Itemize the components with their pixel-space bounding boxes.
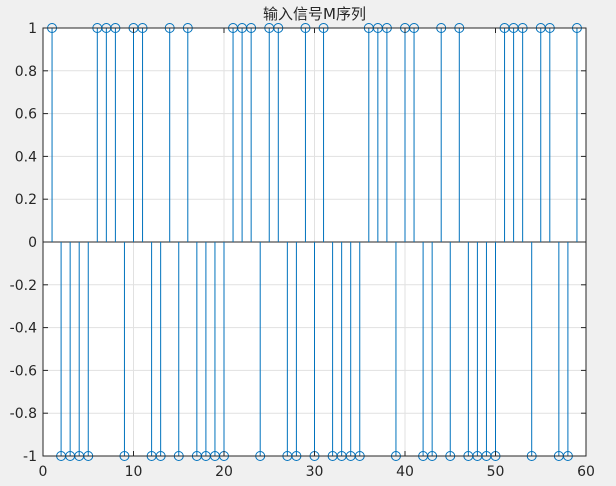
y-tick-label: -1	[23, 449, 37, 465]
y-tick-label: -0.8	[10, 406, 37, 422]
y-tick-label: 0.2	[15, 192, 37, 208]
y-tick-label: -0.4	[10, 321, 37, 337]
x-tick-label: 20	[215, 464, 233, 480]
x-tick-label: 60	[577, 464, 595, 480]
axis-ticks: 0 10 20 30 40 50 60 1 0.8 0.6 0.4 0.2 0 -0.2 -0.4 -0.6 -…	[10, 21, 595, 480]
y-tick-label: 0.4	[15, 149, 37, 165]
x-tick-label: 10	[125, 464, 143, 480]
x-tick-label: 30	[306, 464, 324, 480]
y-tick-label: 0.6	[15, 107, 37, 123]
x-tick-label: 50	[487, 464, 505, 480]
chart-title: 输入信号M序列	[263, 5, 366, 23]
y-tick-label: -0.6	[10, 363, 37, 379]
y-tick-label: 0.8	[15, 64, 37, 80]
y-tick-label: 0	[28, 235, 37, 251]
y-tick-label: -0.2	[10, 278, 37, 294]
x-tick-label: 0	[39, 464, 48, 480]
y-tick-label: 1	[28, 21, 37, 37]
x-tick-label: 40	[396, 464, 414, 480]
